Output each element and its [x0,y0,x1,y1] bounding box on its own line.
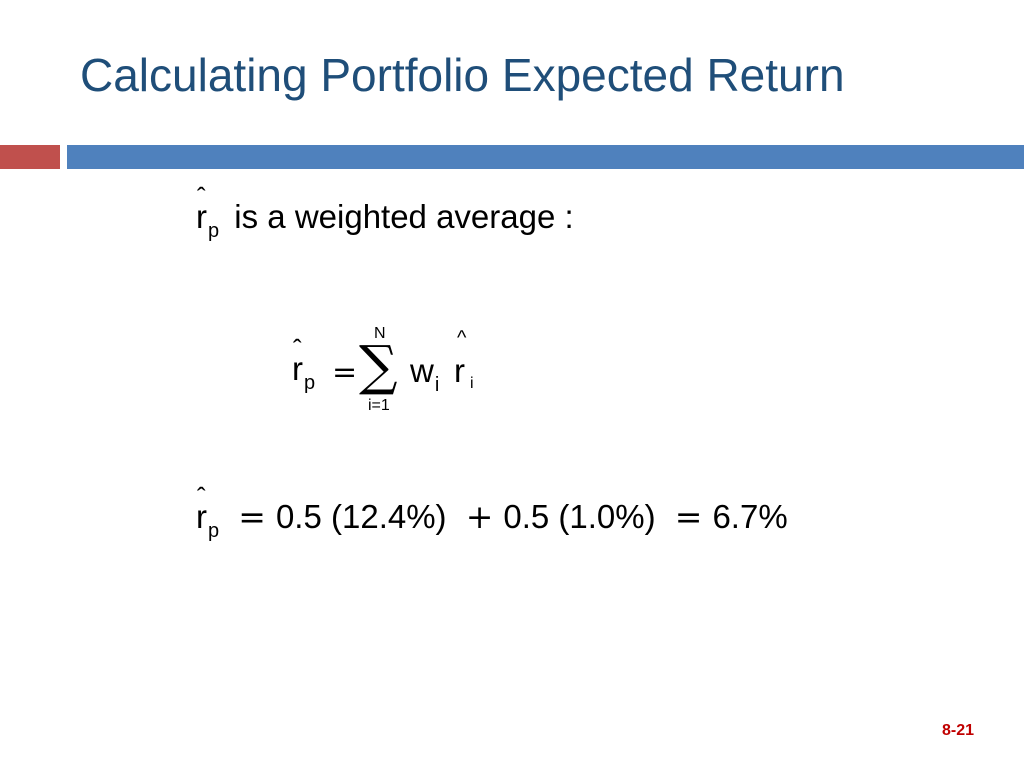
slide-title: Calculating Portfolio Expected Return [80,49,845,101]
formula-equals: = [332,355,358,390]
slide-number: 8-21 [941,722,974,739]
calc-term-1: 0.5 (12.4%) [275,498,447,535]
summation-formula: rp = N ∑ i=1 wi ^ ri [292,325,532,425]
rp-hat-symbol: r [196,184,207,233]
intro-line: rp is a weighted average : [196,184,574,241]
formula-lhs: rp [292,336,315,393]
return-hat: ^ [457,327,467,349]
sum-lower-limit: i=1 [368,397,390,414]
calc-term-2: 0.5 (1.0%) [503,498,656,535]
weight-subscript: i [434,374,440,396]
title-accent-bar-red [0,145,60,169]
summation-sign: ∑ [359,334,398,397]
rp-subscript: p [208,220,220,242]
formula-rp-symbol: r [292,336,303,385]
weight-symbol: w [410,352,434,389]
formula-rp-subscript: p [304,372,316,394]
calc-rp-symbol: r [196,484,207,533]
calc-equals-2: = [674,497,703,536]
return-symbol: r [454,352,465,389]
calc-result: 6.7% [712,498,788,535]
calc-equals: = [238,497,266,536]
sum-upper-limit: N [374,325,386,342]
weight-term: wi [410,352,439,396]
title-accent-bar-blue [67,145,1024,169]
intro-text: is a weighted average : [234,198,574,235]
calculation-line: rp =0.5 (12.4%) +0.5 (1.0%) =6.7% [196,484,788,541]
return-subscript: i [470,375,474,392]
calc-rp-subscript: p [208,520,220,542]
calc-plus: + [465,497,494,536]
